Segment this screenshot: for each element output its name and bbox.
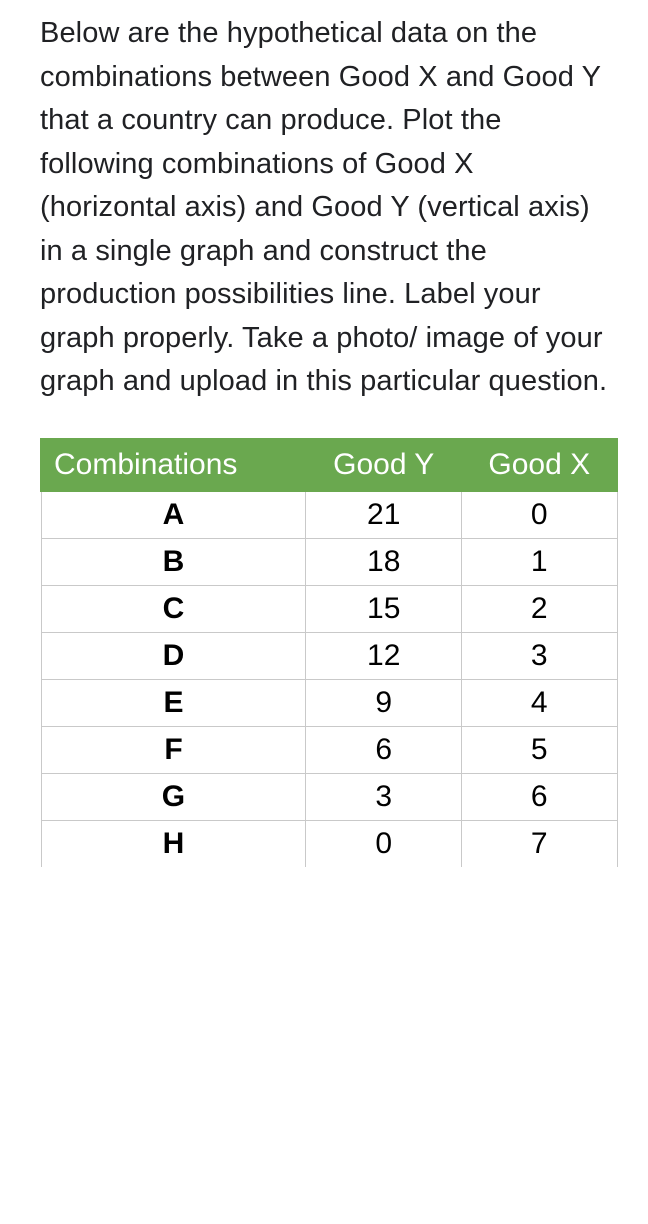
cell-label: A: [41, 491, 306, 539]
cell-good-y: 18: [306, 538, 462, 585]
table-row: H 0 7: [41, 820, 617, 867]
cell-label: D: [41, 632, 306, 679]
cell-label: E: [41, 679, 306, 726]
cell-good-y: 21: [306, 491, 462, 539]
cell-good-x: 6: [461, 773, 617, 820]
table-header-row: Combinations Good Y Good X: [41, 439, 617, 491]
cell-good-y: 0: [306, 820, 462, 867]
table-row: G 3 6: [41, 773, 617, 820]
cell-good-x: 7: [461, 820, 617, 867]
cell-good-x: 1: [461, 538, 617, 585]
cell-good-y: 3: [306, 773, 462, 820]
table-row: D 12 3: [41, 632, 617, 679]
cell-good-y: 9: [306, 679, 462, 726]
page-root: Below are the hypothetical data on the c…: [0, 0, 648, 907]
question-prompt: Below are the hypothetical data on the c…: [40, 12, 618, 404]
cell-good-x: 0: [461, 491, 617, 539]
combinations-table: Combinations Good Y Good X A 21 0 B 18 1…: [40, 438, 618, 867]
cell-good-x: 3: [461, 632, 617, 679]
cell-good-x: 4: [461, 679, 617, 726]
cell-good-y: 6: [306, 726, 462, 773]
table-row: E 9 4: [41, 679, 617, 726]
cell-label: H: [41, 820, 306, 867]
col-header-good-x: Good X: [461, 439, 617, 491]
table-row: C 15 2: [41, 585, 617, 632]
cell-good-y: 12: [306, 632, 462, 679]
table-row: F 6 5: [41, 726, 617, 773]
cell-label: B: [41, 538, 306, 585]
cell-good-x: 2: [461, 585, 617, 632]
table-row: A 21 0: [41, 491, 617, 539]
col-header-good-y: Good Y: [306, 439, 462, 491]
cell-good-y: 15: [306, 585, 462, 632]
col-header-combinations: Combinations: [41, 439, 306, 491]
cell-label: F: [41, 726, 306, 773]
table-row: B 18 1: [41, 538, 617, 585]
cell-label: C: [41, 585, 306, 632]
cell-label: G: [41, 773, 306, 820]
cell-good-x: 5: [461, 726, 617, 773]
